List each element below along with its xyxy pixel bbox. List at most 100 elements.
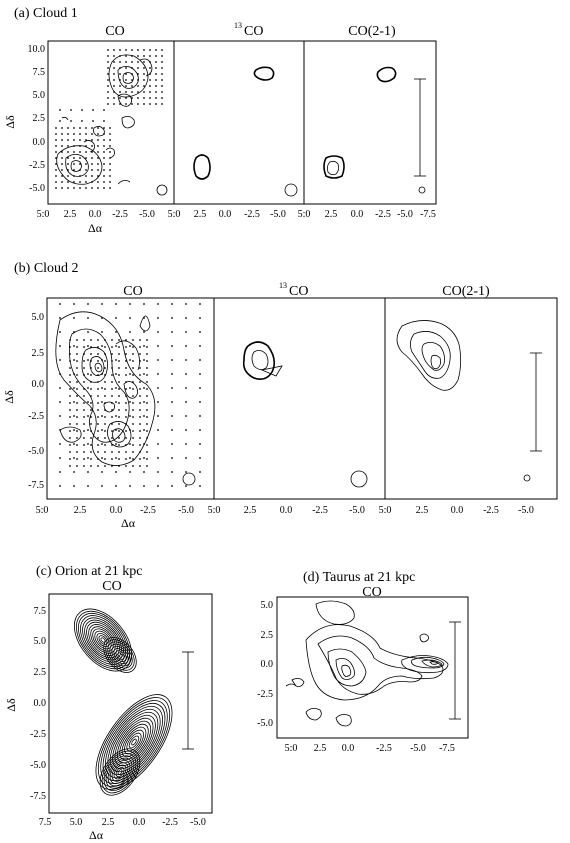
beam-circle [418, 186, 426, 194]
sample-point [129, 415, 131, 417]
sample-point [132, 346, 134, 348]
sample-point [125, 97, 127, 99]
sample-point [101, 331, 103, 333]
sample-point [149, 91, 151, 93]
sample-point [109, 127, 111, 129]
sample-point [73, 303, 75, 305]
sample-point [157, 471, 159, 473]
sample-point [115, 401, 117, 403]
sample-point [199, 429, 201, 431]
x-tick-label: 5:0 [285, 743, 298, 754]
sample-point [143, 103, 145, 105]
sample-point [129, 373, 131, 375]
sample-point [104, 451, 106, 453]
sample-point [79, 163, 81, 165]
sample-point [143, 97, 145, 99]
sample-point [55, 139, 57, 141]
sample-point [61, 163, 63, 165]
panel-b-dot-grid [59, 303, 201, 487]
y-tick-label: 2.5 [261, 630, 274, 641]
sample-point [131, 85, 133, 87]
contour [111, 645, 129, 665]
sample-point [199, 387, 201, 389]
contour [100, 700, 168, 784]
contour [103, 637, 137, 673]
sample-point [76, 430, 78, 432]
sample-point [171, 429, 173, 431]
x-tick-label: -2.5 [162, 817, 178, 828]
sample-point [155, 85, 157, 87]
sample-point [146, 430, 148, 432]
panel-a-yaxis: 10.0 7.5 5.0 2.5 0.0 -2.5 -5.0 Δδ [3, 44, 45, 194]
sample-point [67, 133, 69, 135]
sample-point [104, 416, 106, 418]
sample-point [90, 458, 92, 460]
sample-point [143, 331, 145, 333]
sample-point [157, 303, 159, 305]
sample-point [67, 181, 69, 183]
sample-point [76, 367, 78, 369]
sample-point [69, 381, 71, 383]
sample-point [155, 79, 157, 81]
x-axis-label: Δα [88, 221, 103, 235]
sample-point [103, 187, 105, 189]
contour [109, 760, 131, 784]
sample-point [118, 388, 120, 390]
sample-point [143, 359, 145, 361]
panel-a-subpanel-13co [173, 40, 305, 205]
sample-point [87, 359, 89, 361]
sample-point [146, 451, 148, 453]
sample-point [79, 133, 81, 135]
sample-point [146, 423, 148, 425]
panel-b-xaxis: 5:0 2.5 0.0 -2.5 -5.0 5:0 2.5 0.0 -2.5 -… [36, 505, 534, 530]
sample-point [83, 409, 85, 411]
panel-a-xaxis: 5:0 2.5 0.0 -2.5 -5.0 5:0 2.5 0.0 -2.5 -… [37, 209, 436, 235]
sample-point [115, 303, 117, 305]
panel-b-sub1-label: CO [123, 284, 142, 299]
sample-point [111, 339, 113, 341]
sample-point [87, 331, 89, 333]
sample-point [76, 374, 78, 376]
sample-point [87, 387, 89, 389]
sample-point [171, 359, 173, 361]
x-tick-label: -5.0 [410, 743, 426, 754]
sample-point [107, 91, 109, 93]
sample-point [155, 61, 157, 63]
sample-point [76, 402, 78, 404]
sample-point [76, 346, 78, 348]
sample-point [107, 73, 109, 75]
sample-point [143, 429, 145, 431]
panel-a-title: (a) Cloud 1 [14, 6, 78, 21]
x-tick-label: 5:0 [168, 209, 181, 220]
sample-point [143, 373, 145, 375]
y-axis-label: Δδ [2, 390, 16, 404]
sample-point [132, 388, 134, 390]
sample-point [104, 381, 106, 383]
sample-point [69, 409, 71, 411]
sample-point [97, 127, 99, 129]
sample-point [111, 388, 113, 390]
sample-point [161, 61, 163, 63]
sample-point [109, 181, 111, 183]
sample-point [125, 103, 127, 105]
sample-point [59, 457, 61, 459]
sample-point [115, 415, 117, 417]
y-tick-label: 2.5 [33, 113, 46, 124]
sample-point [91, 157, 93, 159]
sample-point [118, 423, 120, 425]
contour [128, 735, 140, 749]
sample-point [137, 61, 139, 63]
sample-point [61, 127, 63, 129]
sample-point [125, 416, 127, 418]
sample-point [137, 97, 139, 99]
sample-point [155, 97, 157, 99]
sample-point [97, 416, 99, 418]
sample-point [137, 91, 139, 93]
sample-point [171, 373, 173, 375]
sample-point [90, 423, 92, 425]
sample-point [83, 395, 85, 397]
panel-a: (a) Cloud 1 CO 13 CO CO(2-1) 10.0 7.5 5.… [3, 6, 437, 235]
sample-point [104, 395, 106, 397]
y-tick-label: 0.0 [34, 698, 47, 709]
panel-d-contours [285, 600, 449, 727]
